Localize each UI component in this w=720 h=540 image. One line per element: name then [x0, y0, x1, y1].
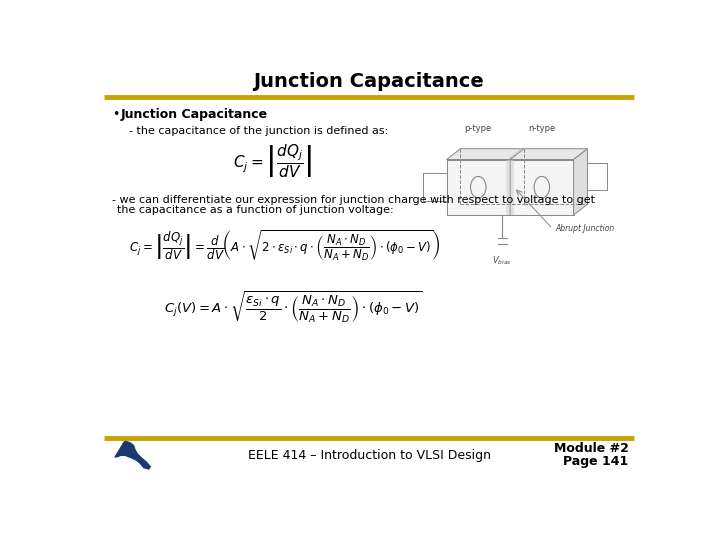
Polygon shape — [510, 159, 574, 215]
Text: $V_{bias}$: $V_{bias}$ — [492, 255, 512, 267]
Text: $C_j = \left|\dfrac{dQ_j}{dV}\right| = \dfrac{d}{dV}\!\left(A \cdot \sqrt{2 \cdo: $C_j = \left|\dfrac{dQ_j}{dV}\right| = \… — [129, 228, 441, 263]
Text: Junction Capacitance: Junction Capacitance — [253, 72, 485, 91]
Text: - the capacitance of the junction is defined as:: - the capacitance of the junction is def… — [129, 126, 388, 136]
Text: the capacitance as a function of junction voltage:: the capacitance as a function of junctio… — [117, 205, 394, 215]
Text: Junction Capacitance: Junction Capacitance — [121, 109, 268, 122]
Text: •: • — [112, 109, 119, 122]
Polygon shape — [510, 148, 588, 159]
Polygon shape — [446, 159, 510, 215]
Polygon shape — [114, 441, 151, 470]
Text: Page 141: Page 141 — [563, 455, 629, 468]
Text: Abrupt Junction: Abrupt Junction — [555, 224, 614, 233]
Text: p-type: p-type — [464, 124, 492, 133]
Polygon shape — [506, 148, 528, 159]
Polygon shape — [510, 148, 524, 215]
Text: $C_j(V) = A \cdot \sqrt{\dfrac{\varepsilon_{Si} \cdot q}{2} \cdot \left(\dfrac{N: $C_j(V) = A \cdot \sqrt{\dfrac{\varepsil… — [163, 289, 422, 325]
Text: $C_j = \left|\dfrac{dQ_j}{dV}\right|$: $C_j = \left|\dfrac{dQ_j}{dV}\right|$ — [233, 142, 312, 180]
Polygon shape — [574, 148, 588, 215]
Polygon shape — [446, 148, 524, 159]
Text: - we can differentiate our expression for junction charge with respect to voltag: - we can differentiate our expression fo… — [112, 194, 595, 205]
Text: Module #2: Module #2 — [554, 442, 629, 455]
Text: n-type: n-type — [528, 124, 555, 133]
Polygon shape — [506, 159, 514, 215]
Text: EELE 414 – Introduction to VLSI Design: EELE 414 – Introduction to VLSI Design — [248, 449, 490, 462]
